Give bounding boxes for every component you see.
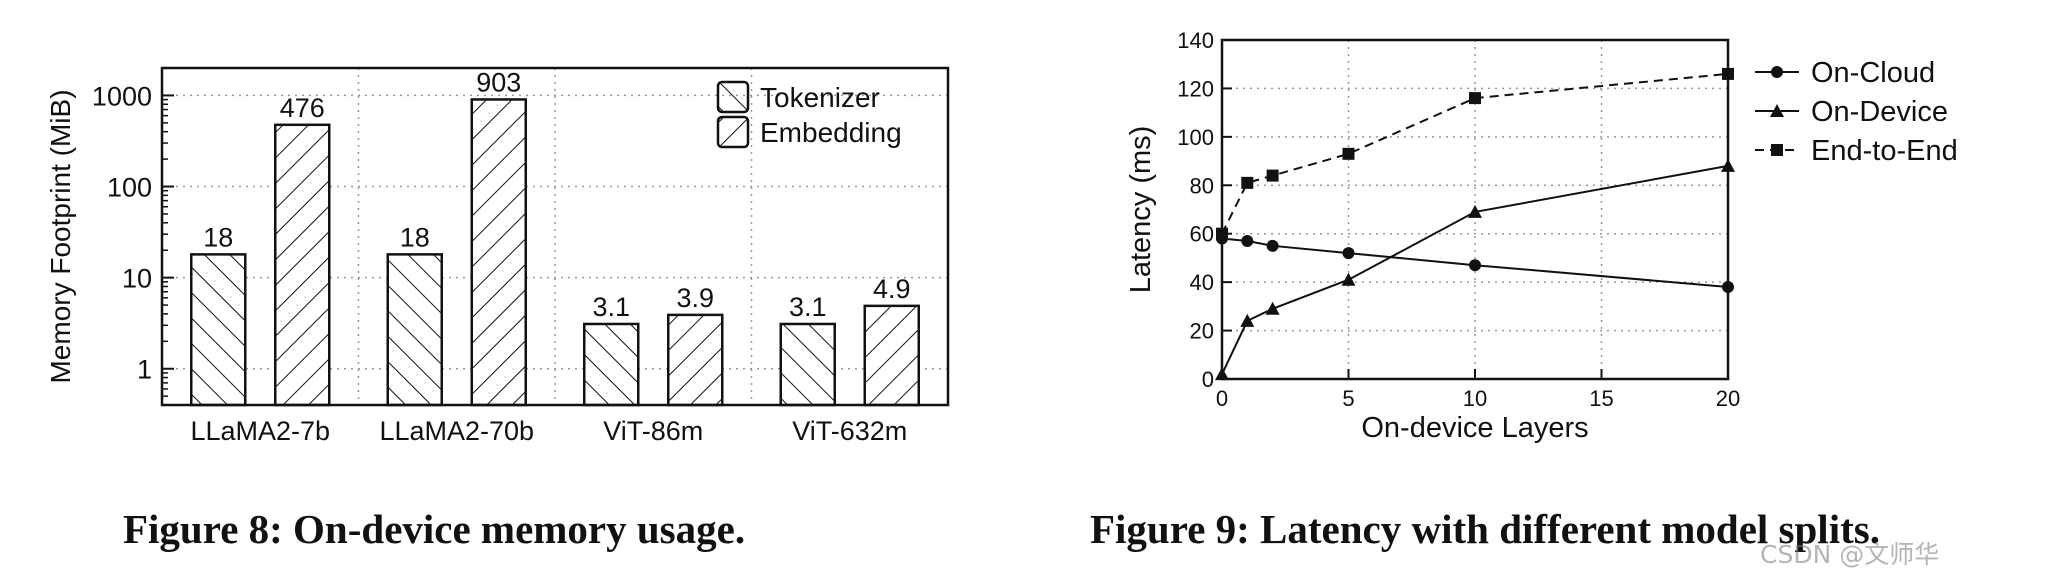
legend-marker-on-device (1770, 104, 1784, 117)
figure-8-caption: Figure 8: On-device memory usage. (123, 506, 746, 552)
data-point-end-to-end (1342, 147, 1355, 160)
bar-tokenizer-llama2-70b (386, 253, 443, 407)
legend-label: End-to-End (1811, 135, 1958, 167)
legend-swatch-tokenizer (716, 80, 750, 114)
x-axis-label: On-device Layers (1361, 412, 1588, 444)
x-tick-label: LLaMA2-70b (379, 416, 534, 446)
data-point-on-device (1468, 204, 1482, 218)
data-point-on-cloud (1342, 247, 1355, 260)
legend-marker-end-to-end (1771, 144, 1783, 156)
latency-line-chart: On-device Layers Latency (ms) 0 20 40 60 80 10… (1125, 28, 1958, 444)
data-label: 18 (400, 222, 430, 252)
bar-tokenizer-vit-632m (779, 322, 836, 407)
x-tick-label: 0 (1216, 386, 1228, 411)
data-point-end-to-end (1266, 169, 1279, 182)
data-point-end-to-end (1216, 227, 1228, 240)
y-tick-label: 60 (1190, 222, 1214, 247)
legend-marker-on-cloud (1771, 66, 1783, 78)
x-tick-label: 20 (1716, 386, 1740, 411)
y-tick-label: 1 (137, 355, 152, 385)
figure-9-caption: Figure 9: Latency with different model s… (1090, 506, 1880, 552)
data-point-end-to-end (1241, 176, 1254, 189)
data-point-end-to-end (1722, 67, 1734, 80)
bar-embedding-vit-632m (863, 304, 920, 407)
data-point-on-device (1215, 367, 1229, 381)
y-tick-label: 100 (107, 173, 152, 203)
data-label: 4.9 (873, 274, 911, 304)
legend-label: Tokenizer (760, 82, 880, 113)
series-line-on-device (1221, 164, 1729, 375)
y-tick-label: 40 (1190, 270, 1214, 295)
watermark-text: CSDN @文师华 (1760, 540, 1940, 569)
data-label: 3.1 (789, 292, 827, 322)
bar-embedding-llama2-70b (470, 98, 527, 407)
y-tick-label: 0 (1202, 367, 1214, 392)
bar-tokenizer-vit-86m (583, 322, 640, 407)
y-tick-label: 10 (122, 264, 152, 294)
legend-label: Embedding (760, 117, 902, 148)
x-tick-label: ViT-86m (603, 416, 703, 446)
data-point-on-device (1265, 301, 1280, 315)
y-axis-label: Memory Footprint (MiB) (45, 89, 76, 383)
plot-frame (160, 66, 950, 407)
y-tick-label: 140 (1177, 28, 1214, 53)
data-label: 18 (203, 222, 233, 252)
x-tick-label: LLaMA2-7b (190, 416, 330, 446)
bar-tokenizer-llama2-7b (190, 253, 247, 407)
x-tick-label: ViT-632m (792, 416, 907, 446)
y-tick-label: 1000 (92, 81, 152, 111)
x-tick-label: 5 (1342, 386, 1354, 411)
y-axis-label: Latency (ms) (1125, 126, 1157, 294)
series-line-end-to-end (1221, 72, 1729, 235)
y-tick-label: 100 (1177, 125, 1214, 150)
data-point-on-device (1341, 272, 1356, 286)
data-point-on-cloud (1722, 280, 1734, 293)
x-tick-label: 10 (1463, 386, 1487, 411)
data-point-end-to-end (1469, 92, 1481, 105)
data-label: 903 (476, 67, 521, 97)
legend-label: On-Device (1811, 96, 1948, 128)
data-label: 476 (280, 93, 325, 123)
data-point-on-device (1240, 313, 1255, 327)
y-tick-label: 120 (1177, 76, 1214, 101)
data-label: 3.9 (676, 283, 714, 313)
y-tick-label: 20 (1190, 319, 1214, 344)
x-tick-label: 15 (1589, 386, 1613, 411)
legend-label: On-Cloud (1811, 57, 1935, 89)
data-label: 3.1 (592, 292, 630, 322)
data-point-on-cloud (1266, 239, 1279, 252)
legend-swatch-embedding (716, 115, 750, 149)
y-tick-label: 80 (1190, 173, 1214, 198)
data-point-on-cloud (1241, 234, 1254, 247)
data-point-on-device (1721, 158, 1735, 172)
data-point-on-cloud (1469, 259, 1481, 272)
memory-bar-chart: 18 476 18 903 3.1 3.9 3.1 4.9 Memory Footprint … (45, 66, 950, 446)
